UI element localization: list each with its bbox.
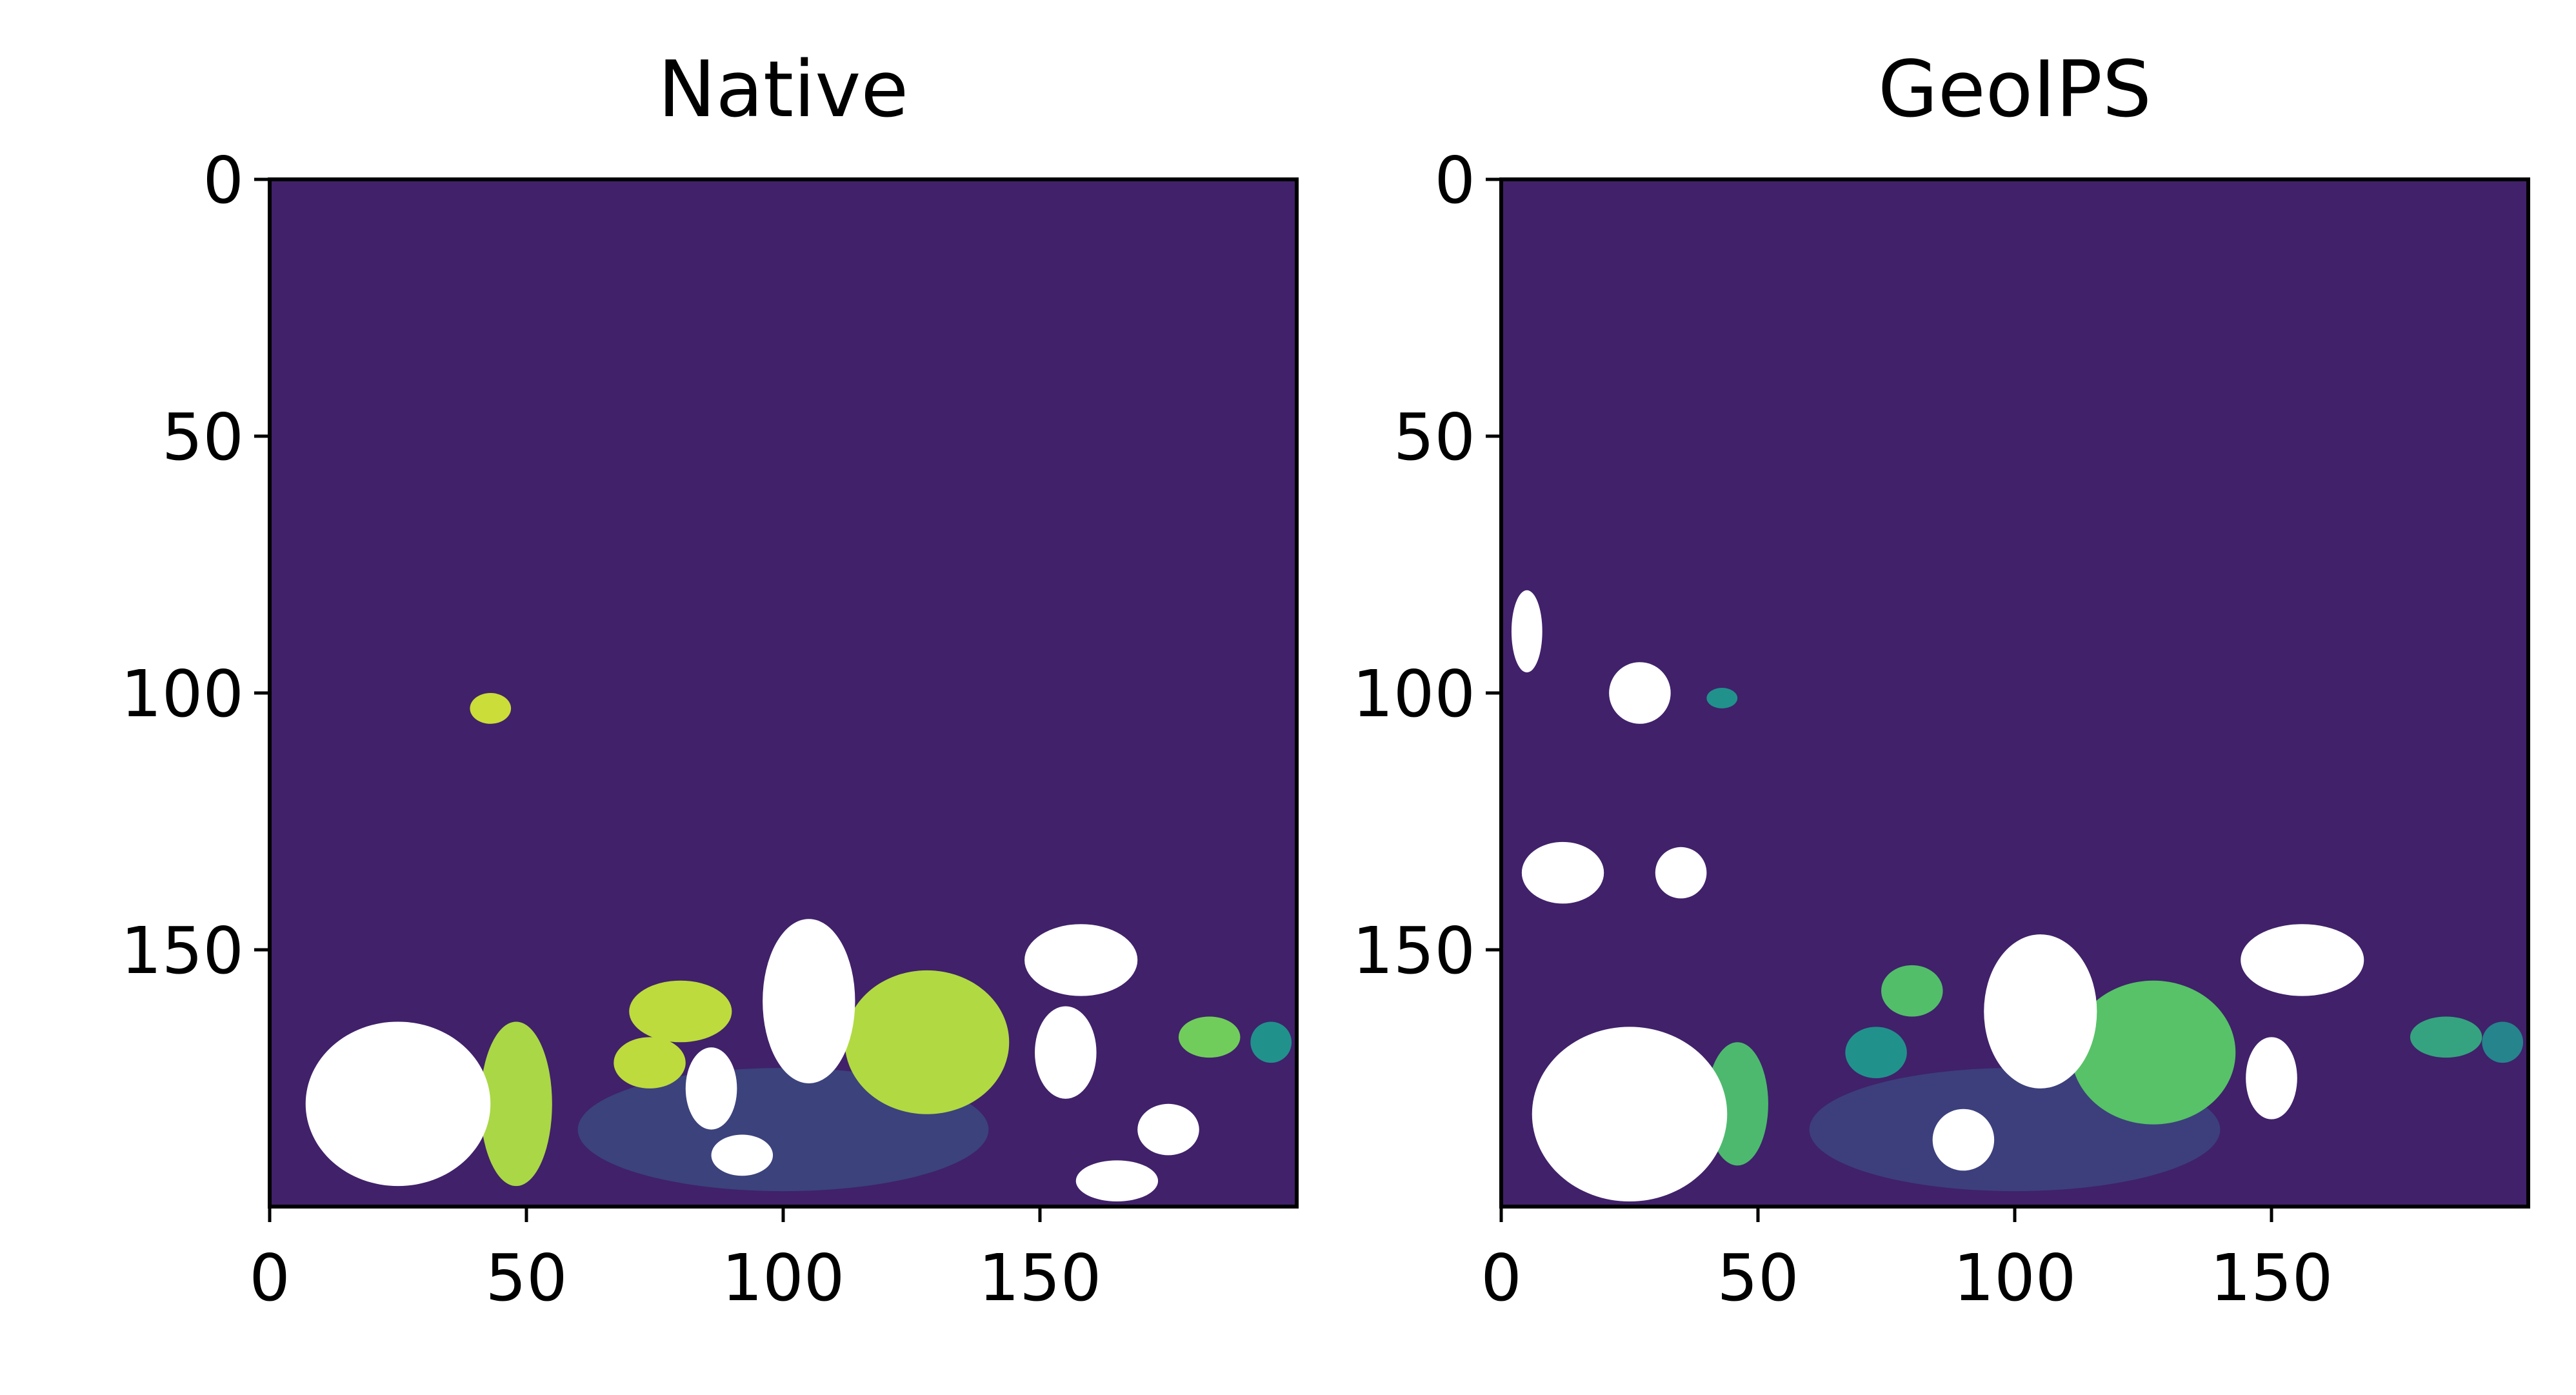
masked-region [1984, 934, 2097, 1089]
masked-region [711, 1134, 774, 1176]
masked-region [685, 1047, 737, 1130]
heatmap-cell-region [2410, 1016, 2482, 1058]
hot-regions [1706, 688, 2524, 1192]
masked-region [1609, 662, 1671, 724]
y-tick-label: 150 [1352, 913, 1475, 989]
heatmap-cell-region [470, 693, 512, 724]
hot-regions [470, 693, 1292, 1192]
x-tick-label: 100 [722, 1240, 845, 1316]
heatmap-cell-region [1845, 1027, 1907, 1078]
heatmap-cell-region [1250, 1021, 1292, 1063]
x-tick-label: 50 [1717, 1240, 1799, 1316]
masked-region [1932, 1109, 1995, 1171]
masked-region [2241, 924, 2364, 996]
y-tick-label: 100 [121, 656, 244, 732]
masked-region [1655, 847, 1707, 899]
masked-regions [1511, 590, 2364, 1202]
x-tick-label: 50 [485, 1240, 567, 1316]
masked-region [1511, 590, 1543, 673]
x-axis: 0 50 100 150 [249, 1207, 1101, 1316]
y-axis: 0 50 100 150 [121, 143, 270, 989]
y-tick-label: 0 [203, 143, 244, 218]
heatmap-cell-region [2482, 1021, 2524, 1063]
masked-region [1532, 1027, 1728, 1202]
heatmap-cell-region [614, 1037, 686, 1089]
masked-region [1137, 1103, 1199, 1156]
panel-title: GeoIPS [1878, 45, 2152, 135]
x-tick-label: 150 [979, 1240, 1102, 1316]
heatmap-cell-region [844, 970, 1010, 1114]
y-tick-label: 50 [162, 399, 244, 475]
panel-native: Native 0 50 100 150 0 50 100 150 [121, 45, 1299, 1316]
heatmap-cell-region [480, 1021, 552, 1187]
y-tick-label: 50 [1393, 399, 1475, 475]
heatmap-cell-region [1706, 688, 1738, 708]
x-tick-label: 100 [1953, 1240, 2077, 1316]
masked-regions [305, 919, 1199, 1202]
panel-geoips: GeoIPS 0 50 100 150 0 50 100 150 [1352, 45, 2530, 1316]
y-tick-label: 100 [1352, 656, 1475, 732]
x-tick-label: 0 [1481, 1240, 1522, 1316]
x-tick-label: 0 [249, 1240, 290, 1316]
masked-region [1521, 841, 1604, 904]
heatmap-image [1501, 179, 2528, 1207]
masked-region [2246, 1037, 2297, 1119]
masked-region [1035, 1006, 1097, 1099]
panel-title: Native [658, 45, 909, 135]
x-tick-label: 150 [2210, 1240, 2333, 1316]
y-tick-label: 150 [121, 913, 244, 989]
heatmap-cell-region [2071, 980, 2236, 1125]
heatmap-cell-region [1881, 965, 1943, 1017]
masked-region [763, 919, 855, 1083]
masked-region [305, 1021, 491, 1187]
masked-region [1075, 1160, 1159, 1202]
masked-region [1024, 924, 1138, 996]
heatmap-image [270, 179, 1297, 1207]
heatmap-cell-region [629, 980, 732, 1043]
heatmap-cell-region [1178, 1016, 1241, 1058]
x-axis: 0 50 100 150 [1481, 1207, 2333, 1316]
y-tick-label: 0 [1434, 143, 1475, 218]
y-axis: 0 50 100 150 [1352, 143, 1501, 989]
